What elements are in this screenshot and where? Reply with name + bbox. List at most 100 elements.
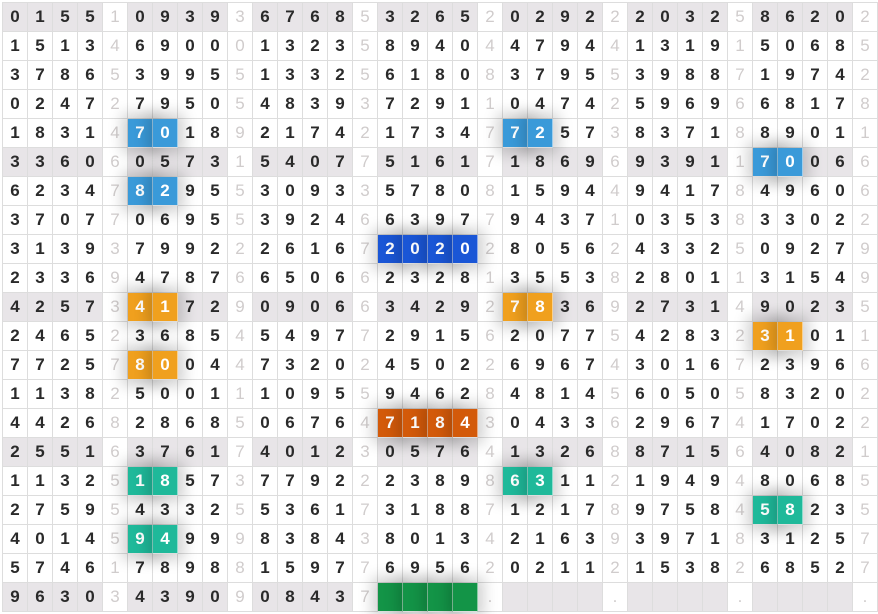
grid-cell[interactable]: 0	[503, 90, 528, 119]
grid-cell[interactable]: 2	[528, 3, 553, 32]
grid-cell[interactable]: 0	[803, 206, 828, 235]
grid-cell[interactable]: 6	[628, 380, 653, 409]
grid-cell[interactable]: 8	[528, 148, 553, 177]
grid-cell[interactable]: 9	[178, 525, 203, 554]
separator-cell[interactable]: .	[478, 583, 503, 612]
grid-cell[interactable]: 5	[803, 264, 828, 293]
separator-cell[interactable]: 8	[103, 409, 128, 438]
separator-cell[interactable]: 5	[103, 61, 128, 90]
grid-cell[interactable]: 0	[3, 90, 28, 119]
grid-cell[interactable]: 9	[303, 380, 328, 409]
separator-cell[interactable]: 4	[728, 409, 753, 438]
grid-cell[interactable]: 8	[178, 322, 203, 351]
grid-cell[interactable]: 7	[28, 554, 53, 583]
grid-cell[interactable]: 5	[53, 3, 78, 32]
grid-cell[interactable]: 0	[28, 525, 53, 554]
grid-cell[interactable]: 2	[628, 409, 653, 438]
grid-cell[interactable]: 7	[653, 496, 678, 525]
grid-cell[interactable]: 3	[53, 264, 78, 293]
grid-cell[interactable]: 2	[3, 264, 28, 293]
grid-cell[interactable]: 1	[753, 409, 778, 438]
grid-cell[interactable]: 6	[378, 554, 403, 583]
grid-cell[interactable]: 1	[428, 322, 453, 351]
grid-cell[interactable]: 1	[678, 177, 703, 206]
highlighted-cell[interactable]: 4	[453, 409, 478, 438]
grid-cell[interactable]: 6	[553, 148, 578, 177]
separator-cell[interactable]: 7	[103, 351, 128, 380]
grid-cell[interactable]: 7	[553, 322, 578, 351]
grid-cell[interactable]: 6	[78, 554, 103, 583]
grid-cell[interactable]: 2	[628, 3, 653, 32]
grid-cell[interactable]: 1	[628, 554, 653, 583]
grid-cell[interactable]: 8	[703, 496, 728, 525]
grid-cell[interactable]: 0	[703, 380, 728, 409]
grid-cell[interactable]: 9	[178, 554, 203, 583]
grid-cell[interactable]: 9	[178, 206, 203, 235]
grid-cell[interactable]: 5	[253, 322, 278, 351]
grid-cell[interactable]: 3	[153, 496, 178, 525]
grid-cell[interactable]: 1	[503, 438, 528, 467]
grid-cell[interactable]: 4	[753, 438, 778, 467]
grid-cell[interactable]: 6	[678, 409, 703, 438]
grid-cell[interactable]: 2	[128, 409, 153, 438]
grid-cell[interactable]: 6	[678, 90, 703, 119]
grid-cell[interactable]: 1	[253, 380, 278, 409]
separator-cell[interactable]: 4	[603, 351, 628, 380]
grid-cell[interactable]: 1	[428, 525, 453, 554]
grid-cell[interactable]: 0	[803, 409, 828, 438]
grid-cell[interactable]: 5	[78, 351, 103, 380]
separator-cell[interactable]: 4	[103, 32, 128, 61]
grid-cell[interactable]: 5	[803, 554, 828, 583]
separator-cell[interactable]: 2	[103, 90, 128, 119]
grid-cell[interactable]: 7	[28, 351, 53, 380]
separator-cell[interactable]: 9	[228, 293, 253, 322]
separator-cell[interactable]: 7	[353, 322, 378, 351]
separator-cell[interactable]: 3	[353, 177, 378, 206]
separator-cell[interactable]: 7	[103, 206, 128, 235]
separator-cell[interactable]: 2	[728, 554, 753, 583]
grid-cell[interactable]: 1	[703, 264, 728, 293]
grid-cell[interactable]: 3	[78, 32, 103, 61]
grid-cell[interactable]: 2	[303, 351, 328, 380]
grid-cell[interactable]: 5	[553, 235, 578, 264]
grid-cell[interactable]: 3	[53, 380, 78, 409]
grid-cell[interactable]: 0	[303, 148, 328, 177]
grid-cell[interactable]: 6	[553, 351, 578, 380]
highlighted-cell[interactable]: 7	[503, 293, 528, 322]
grid-cell[interactable]: 1	[553, 467, 578, 496]
grid-cell[interactable]: 6	[803, 467, 828, 496]
grid-cell[interactable]: 6	[828, 351, 853, 380]
separator-cell[interactable]: 1	[228, 148, 253, 177]
separator-cell[interactable]: 3	[228, 3, 253, 32]
grid-cell[interactable]: 2	[28, 177, 53, 206]
grid-cell[interactable]: 0	[253, 293, 278, 322]
grid-cell[interactable]: 8	[378, 32, 403, 61]
grid-cell[interactable]: 3	[128, 61, 153, 90]
separator-cell[interactable]: 2	[853, 380, 878, 409]
grid-cell[interactable]: 0	[53, 206, 78, 235]
grid-cell[interactable]: 3	[453, 525, 478, 554]
separator-cell[interactable]: 7	[478, 148, 503, 177]
separator-cell[interactable]: 6	[728, 90, 753, 119]
grid-cell[interactable]: 0	[253, 583, 278, 612]
separator-cell[interactable]: 5	[228, 177, 253, 206]
grid-cell[interactable]: 9	[703, 32, 728, 61]
grid-cell[interactable]: 3	[828, 293, 853, 322]
grid-cell[interactable]: 5	[178, 467, 203, 496]
grid-cell[interactable]	[553, 583, 578, 612]
separator-cell[interactable]: 5	[103, 525, 128, 554]
grid-cell[interactable]: 3	[328, 32, 353, 61]
separator-cell[interactable]: 8	[478, 467, 503, 496]
separator-cell[interactable]: 7	[478, 206, 503, 235]
separator-cell[interactable]: 7	[353, 583, 378, 612]
grid-cell[interactable]: 4	[403, 380, 428, 409]
grid-cell[interactable]: 5	[178, 90, 203, 119]
grid-cell[interactable]: 1	[503, 496, 528, 525]
grid-cell[interactable]: 7	[653, 438, 678, 467]
grid-cell[interactable]: 1	[553, 380, 578, 409]
grid-cell[interactable]: 3	[53, 119, 78, 148]
separator-cell[interactable]: 3	[603, 119, 628, 148]
separator-cell[interactable]: 8	[478, 61, 503, 90]
grid-cell[interactable]: 7	[328, 322, 353, 351]
grid-cell[interactable]: 7	[578, 496, 603, 525]
